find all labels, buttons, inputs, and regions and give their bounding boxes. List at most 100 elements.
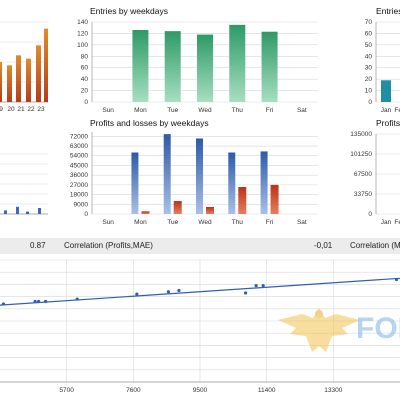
y-tick-label: 20 — [365, 76, 373, 83]
bar — [16, 206, 19, 214]
y-tick-label: 33750 — [354, 191, 372, 198]
loss-bar-mon — [141, 211, 150, 214]
scatter-point — [44, 299, 48, 304]
entries-months-title: Entries — [376, 6, 400, 16]
profit-bar-thu — [228, 152, 236, 214]
entries-weekdays-chart: 140 120 100 80 60 40 20 0 Sun Mon Tue Wed Thu Fri Sat — [77, 19, 318, 114]
x-tick-label: 22 — [27, 106, 35, 113]
watermark: FOR — [276, 300, 400, 360]
scatter-point — [36, 299, 41, 304]
x-tick-label: Feb — [394, 219, 400, 226]
bar — [0, 62, 2, 102]
y-tick-label: 100 — [77, 42, 88, 49]
profit-bar-mon — [131, 152, 139, 214]
bar — [16, 55, 21, 102]
profit-bar-fri — [260, 151, 268, 214]
eagle-logo-icon — [278, 308, 360, 352]
correlation-middle-value: -0,01 — [314, 241, 333, 250]
y-tick-label: 0 — [368, 211, 372, 218]
bar-jan — [381, 80, 391, 102]
loss-bar-tue — [173, 201, 182, 214]
profit-bar-wed — [196, 138, 203, 214]
x-tick-label: Tue — [167, 107, 178, 114]
y-tick-label: 40 — [81, 76, 89, 83]
scatter-point — [33, 299, 37, 304]
y-tick-label: 9000 — [74, 201, 89, 208]
y-tick-label: 0 — [84, 211, 88, 218]
left-top-partial-chart: 9 20 21 22 23 — [0, 18, 49, 123]
left-mid-partial-chart — [0, 150, 48, 220]
pl-weekdays-chart: 72000 63000 54000 45000 36000 27000 18000 9000 0… — [70, 132, 318, 226]
y-tick-label: 0 — [84, 99, 88, 106]
y-tick-label: 18000 — [70, 192, 88, 199]
watermark-text: FOR — [356, 312, 400, 345]
pl-weekdays-panel: Profits and losses by weekdays 72000 6300… — [56, 116, 324, 228]
x-tick-label: 11400 — [258, 387, 276, 394]
entries-weekdays-panel: Entries by weekdays 140 120 100 80 60 40 20 0 Su… — [56, 4, 324, 116]
scatter-point — [244, 291, 248, 295]
x-tick-label: 20 — [7, 106, 15, 113]
bar-thu — [229, 24, 246, 102]
y-tick-label: 120 — [77, 30, 88, 37]
x-tick-label: Mon — [134, 219, 147, 226]
y-tick-label: 50 — [365, 42, 373, 49]
bar-mon — [132, 30, 149, 102]
y-tick-label: 60 — [365, 30, 373, 37]
bar — [36, 45, 41, 102]
scatter-chart: 5700 7600 9500 11400 13300 — [0, 259, 400, 394]
bar-tue — [164, 31, 181, 103]
x-tick-label: 13300 — [324, 387, 342, 394]
x-tick-label: Thu — [232, 219, 244, 226]
x-tick-label: Sun — [102, 107, 114, 114]
pl-months-title: Profits — [376, 118, 400, 128]
y-tick-label: 40 — [365, 53, 373, 60]
x-tick-label: Jan — [381, 107, 392, 114]
y-tick-label: 135000 — [350, 131, 372, 138]
y-tick-label: 70 — [365, 19, 373, 26]
scatter-point — [1, 302, 6, 306]
y-tick-label: 101250 — [350, 151, 372, 158]
entries-months-chart: 70 60 50 40 30 20 10 0 JanFeb — [365, 19, 400, 114]
scatter-point — [177, 288, 181, 293]
x-tick-label: Sat — [297, 219, 307, 226]
x-tick-label: Sat — [297, 107, 307, 114]
scatter-panel: 5700 7600 9500 11400 13300 — [0, 256, 400, 400]
y-tick-label: 27000 — [70, 182, 88, 189]
y-tick-label: 20 — [81, 88, 89, 95]
profit-bar-tue — [163, 134, 171, 214]
pl-months-panel: Profits 135000 101250 67500 33750 0 JanFeb — [330, 116, 400, 228]
bar-wed — [197, 34, 213, 102]
entries-weekdays-title: Entries by weekdays — [90, 6, 168, 16]
x-tick-label: 21 — [17, 106, 25, 113]
x-tick-label: Tue — [167, 219, 178, 226]
correlation-left-value: 0.87 — [30, 241, 46, 250]
x-tick-label: Wed — [198, 107, 212, 114]
scatter-point — [166, 290, 171, 294]
y-tick-label: 0 — [368, 99, 372, 106]
bar — [4, 210, 7, 214]
scatter-point — [394, 277, 399, 282]
bar — [44, 28, 49, 102]
x-tick-label: Fri — [266, 107, 274, 114]
left-mid-partial-svg — [0, 153, 48, 215]
loss-bar-thu — [238, 187, 247, 214]
y-tick-label: 10 — [365, 88, 373, 95]
bar — [38, 208, 41, 214]
y-tick-label: 30 — [365, 65, 373, 72]
x-tick-label: 5700 — [59, 387, 74, 394]
x-tick-label: 23 — [37, 106, 45, 113]
x-tick-label: Thu — [232, 107, 244, 114]
pl-months-chart: 135000 101250 67500 33750 0 JanFeb — [350, 131, 400, 226]
y-tick-label: 54000 — [70, 153, 88, 160]
y-tick-label: 67500 — [354, 171, 372, 178]
y-tick-label: 72000 — [70, 133, 88, 140]
bar-fri — [261, 31, 278, 102]
x-tick-label: Jan — [381, 219, 392, 226]
scatter-point — [254, 284, 258, 288]
x-tick-label: Sun — [102, 219, 114, 226]
entries-months-panel: Entries 70 60 50 40 30 20 10 0 JanFeb — [330, 4, 400, 116]
x-tick-label: Wed — [198, 219, 212, 226]
x-tick-label: 9 — [0, 106, 3, 113]
loss-bar-wed — [206, 206, 214, 214]
x-tick-label: 7600 — [126, 387, 141, 394]
